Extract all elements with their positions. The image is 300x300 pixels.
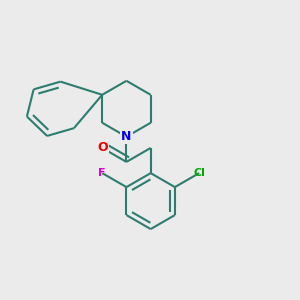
Text: Cl: Cl — [193, 168, 205, 178]
Text: O: O — [97, 141, 107, 154]
Text: N: N — [121, 130, 132, 143]
Text: F: F — [98, 168, 106, 178]
